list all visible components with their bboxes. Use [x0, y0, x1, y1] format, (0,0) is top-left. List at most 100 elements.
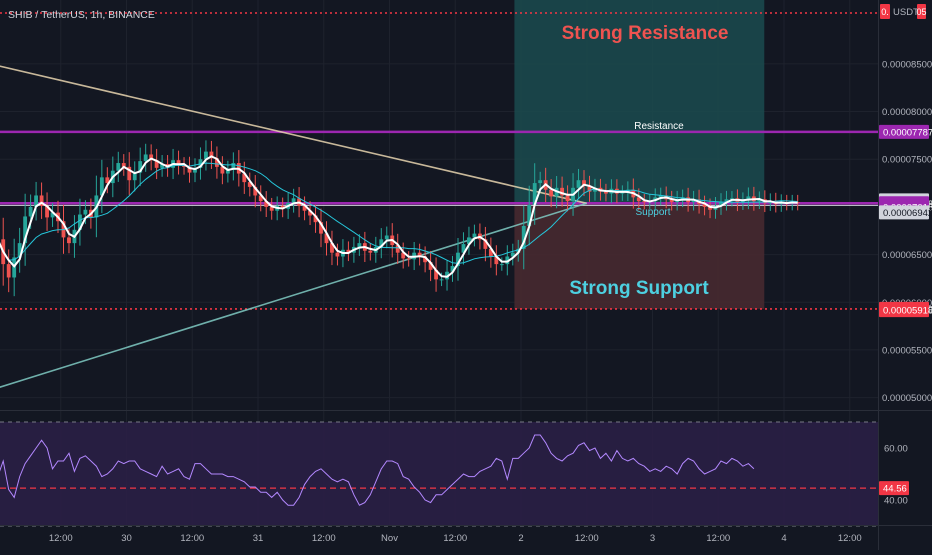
price-label: 0.00006942 — [883, 208, 932, 219]
candle-body — [105, 177, 110, 184]
candle-body — [138, 161, 143, 173]
symbol-title: SHIB / TetherUS, 1h, BINANCE — [8, 9, 155, 21]
price-label: 0.00005918 — [883, 306, 932, 317]
candle-body — [401, 252, 406, 259]
time-tick: 12:00 — [575, 533, 599, 544]
candle-body — [527, 205, 532, 226]
candle-body — [302, 205, 307, 211]
candle-body — [28, 206, 33, 217]
time-tick: 31 — [253, 533, 264, 544]
candle-body — [50, 212, 55, 218]
candle-body — [379, 239, 384, 247]
candle-body — [176, 160, 181, 165]
candle-body — [6, 264, 11, 278]
candle-body — [461, 244, 466, 253]
time-tick: 30 — [121, 533, 132, 544]
candle-body — [472, 233, 477, 238]
candle-body — [702, 204, 707, 207]
candle-body — [456, 252, 460, 267]
rsi-line — [0, 434, 755, 506]
candle-body — [719, 202, 723, 206]
price-tick: 0.00005500 — [882, 345, 932, 356]
candle-body — [231, 163, 236, 170]
candle-body — [269, 206, 274, 211]
candle-body — [220, 166, 225, 174]
time-tick: 12:00 — [838, 533, 862, 544]
candle-body — [669, 199, 674, 203]
candle-body — [330, 243, 334, 253]
trendline-descending — [0, 65, 587, 205]
time-tick: 12:00 — [443, 533, 467, 544]
candle-body — [439, 279, 444, 281]
candle-body — [505, 256, 510, 265]
candle-body — [384, 235, 389, 240]
candle-body — [658, 195, 663, 198]
candle-body — [204, 151, 208, 160]
candle-body — [746, 196, 751, 201]
candle-body — [757, 199, 762, 202]
time-tick: 12:00 — [706, 533, 730, 544]
moving-average-fast — [0, 155, 798, 278]
rsi-band — [0, 422, 878, 526]
time-tick: 3 — [650, 533, 655, 544]
candle-body — [560, 187, 565, 196]
candle-body — [253, 186, 258, 196]
currency-badge-label: USDT — [893, 7, 919, 18]
currency-badge-suffix: 05 — [916, 7, 926, 17]
candle-body — [209, 151, 214, 159]
resistance-label: Resistance — [634, 121, 684, 132]
price-tick: 0.00007500 — [882, 155, 932, 166]
candle-body — [450, 266, 455, 272]
candle-body — [395, 245, 400, 253]
time-tick: 2 — [518, 533, 523, 544]
candle-body — [242, 173, 247, 183]
candle-body — [724, 199, 729, 203]
candle-body — [335, 252, 340, 257]
candle-body — [23, 216, 28, 244]
candle-body — [324, 233, 329, 244]
candle-body — [225, 169, 230, 174]
time-tick: 12:00 — [180, 533, 204, 544]
candle-body — [78, 214, 82, 230]
candle-body — [154, 160, 159, 168]
price-label-box — [879, 205, 929, 220]
price-tick: 0.00006500 — [882, 250, 932, 261]
moving-average-slow — [0, 162, 798, 264]
candle-body — [488, 248, 493, 257]
candle-body — [143, 154, 148, 162]
candle-body — [160, 164, 165, 168]
candle-body — [132, 172, 137, 181]
candle-body — [708, 206, 712, 210]
candle-body — [494, 256, 499, 265]
rsi-current-box — [879, 481, 909, 496]
candle-body — [423, 256, 428, 263]
candle-body — [636, 197, 641, 202]
price-tick: 0.00005000 — [882, 393, 932, 404]
candle-body — [642, 201, 647, 203]
candle-body — [319, 222, 323, 234]
candle-body — [17, 243, 22, 258]
candle-body — [116, 163, 121, 171]
time-tick: 12:00 — [312, 533, 336, 544]
time-axis[interactable]: 12:00 30 12:00 31 12:00 Nov 12:00 2 12:00 3 12:00 4… — [49, 533, 862, 544]
candle-body — [291, 198, 296, 204]
trendlines — [0, 65, 587, 388]
price-label-box — [879, 303, 929, 318]
candle-body — [258, 195, 263, 202]
candle-body — [39, 195, 44, 206]
candle-body — [593, 187, 597, 192]
price-axis[interactable]: 0.00008500 0.00008000 0.00007500 0.00006500… — [879, 59, 932, 404]
strong-support-label: Strong Support — [569, 278, 709, 299]
candle-body — [83, 209, 88, 215]
candle-body — [45, 205, 49, 218]
price-label-box — [879, 124, 929, 139]
candle-body — [538, 180, 543, 184]
rsi-tick: 40.00 — [884, 496, 908, 507]
rsi-pane[interactable] — [0, 421, 878, 527]
candle-body — [604, 191, 608, 194]
candle-body — [417, 252, 422, 257]
currency-badge[interactable]: 0. USDT 05 — [880, 4, 927, 19]
